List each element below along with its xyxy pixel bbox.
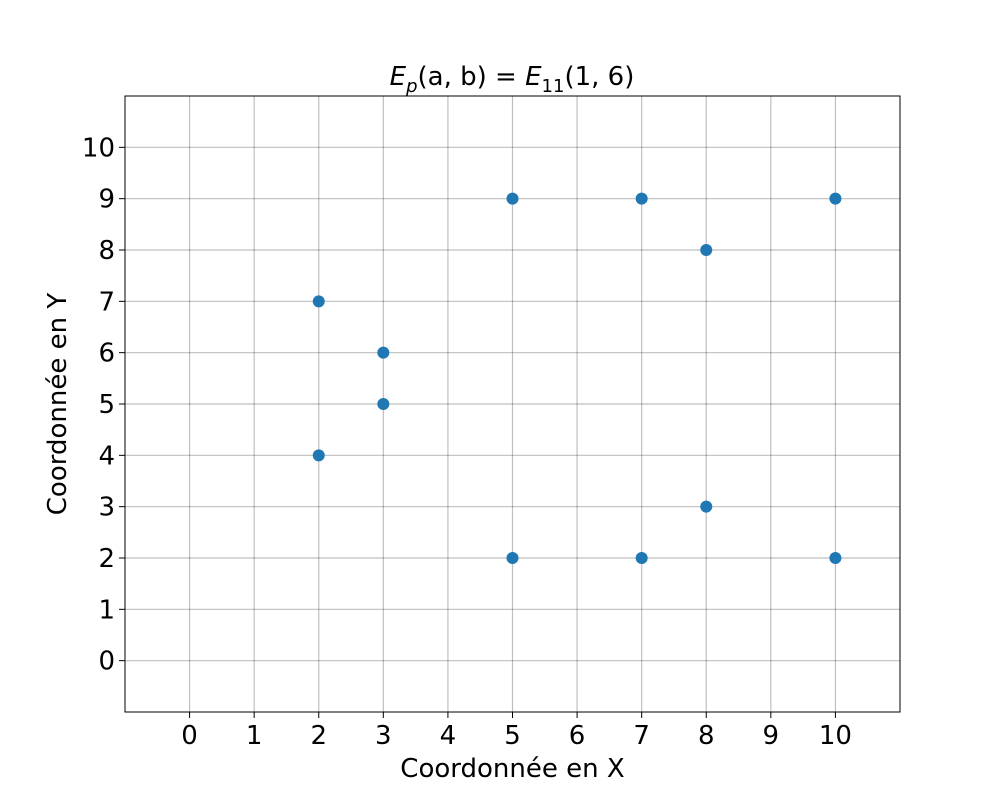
x-tick-label: 9 bbox=[763, 721, 780, 751]
title-main-sub: p bbox=[405, 76, 417, 97]
title-args: (a, b) = bbox=[418, 62, 526, 92]
title-main: E bbox=[390, 62, 407, 92]
y-tick-label: 6 bbox=[98, 339, 115, 369]
y-axis-label: Coordonnée en Y bbox=[43, 293, 73, 516]
y-tick-label: 1 bbox=[98, 595, 115, 625]
data-points bbox=[312, 192, 842, 564]
y-tick-label: 4 bbox=[98, 441, 115, 471]
y-tick-label: 9 bbox=[98, 185, 115, 215]
x-tick-label: 10 bbox=[819, 721, 852, 751]
data-point bbox=[506, 192, 519, 205]
data-point bbox=[377, 346, 390, 359]
y-tick-label: 10 bbox=[82, 133, 115, 163]
data-point bbox=[312, 295, 325, 308]
data-point bbox=[312, 449, 325, 462]
data-point bbox=[829, 192, 842, 205]
y-tick-label: 2 bbox=[98, 544, 115, 574]
x-tick-label: 7 bbox=[633, 721, 650, 751]
x-tick-label: 2 bbox=[310, 721, 327, 751]
y-tick-label: 7 bbox=[98, 287, 115, 317]
x-tick-label: 3 bbox=[375, 721, 392, 751]
data-point bbox=[700, 244, 713, 256]
data-point bbox=[635, 552, 648, 564]
chart-title: Ep(a, b) = E11(1, 6) bbox=[390, 62, 635, 97]
y-tick-label: 3 bbox=[98, 493, 115, 523]
x-tick-label: 5 bbox=[504, 721, 521, 751]
data-point bbox=[377, 398, 390, 410]
y-tick-label: 8 bbox=[98, 236, 115, 266]
axis-ticks: 0 1 2 3 4 5 6 7 8 9 10 0 1 2 3 4 5 6 7 8 9 10 bbox=[82, 133, 852, 751]
title-curve: E bbox=[525, 62, 542, 92]
title-curve-args: (1, 6) bbox=[564, 62, 634, 92]
data-point bbox=[700, 500, 713, 513]
data-point bbox=[635, 192, 648, 205]
x-axis-label: Coordonnée en X bbox=[400, 754, 624, 784]
x-tick-label: 1 bbox=[246, 721, 263, 751]
x-tick-label: 8 bbox=[698, 721, 715, 751]
data-point bbox=[506, 552, 519, 564]
y-tick-label: 5 bbox=[98, 390, 115, 420]
title-curve-sub: 11 bbox=[542, 76, 565, 97]
x-tick-label: 6 bbox=[569, 721, 586, 751]
data-point bbox=[829, 552, 842, 564]
x-tick-label: 4 bbox=[440, 721, 457, 751]
x-tick-label: 0 bbox=[181, 721, 198, 751]
y-tick-label: 0 bbox=[98, 647, 115, 677]
